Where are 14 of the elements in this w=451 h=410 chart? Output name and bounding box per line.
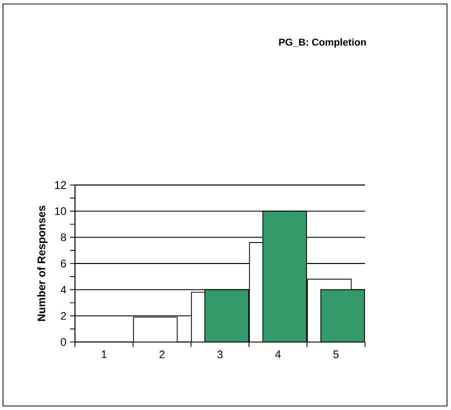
y-tick-label: 6 [60, 260, 66, 268]
x-tick-label: 3 [217, 350, 223, 358]
y-tick-label: 2 [60, 312, 66, 320]
y-tick-label: 8 [60, 233, 66, 242]
y-tick-label: 0 [60, 338, 66, 346]
x-tick-label: 2 [160, 350, 165, 358]
y-tick-label: 10 [55, 207, 66, 216]
x-tick-label: 4 [275, 350, 281, 358]
x-tick-label: 1 [102, 350, 107, 358]
x-tick-label: 5 [333, 350, 339, 358]
y-tick-label: 4 [60, 286, 66, 294]
chart-title: PG_B: Completion [279, 38, 366, 48]
y-axis-title: Number of Responses [37, 206, 48, 321]
y-tick-label: 12 [55, 181, 66, 189]
